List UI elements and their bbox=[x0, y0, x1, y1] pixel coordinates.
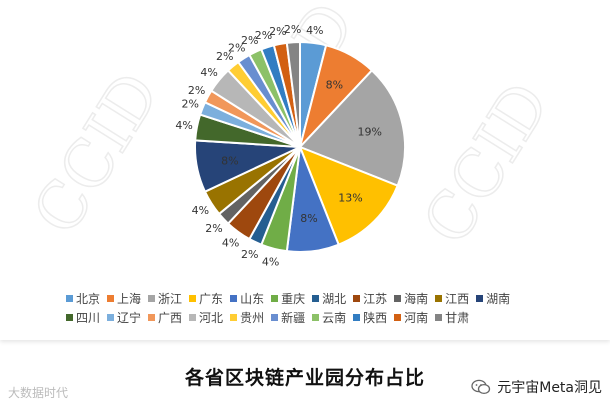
pie-chart: 4%8%19%13%8%4%2%4%2%4%8%4%2%2%4%2%2%2%2%… bbox=[175, 23, 406, 268]
legend-label-8: 海南 bbox=[404, 292, 429, 306]
footer-left-watermark: 大数据时代 bbox=[8, 386, 69, 400]
data-label-14: 4% bbox=[200, 66, 217, 79]
legend: 北京 上海 浙江 广东 山东 重庆 湖北 江苏 海南 江西 湖南四川 辽宁 广西 河北 贵州 新疆 云南 陕西 河南… bbox=[66, 290, 556, 328]
legend-swatch-9 bbox=[435, 295, 443, 302]
legend-swatch-0 bbox=[66, 295, 73, 302]
legend-swatch-1 bbox=[107, 295, 115, 302]
legend-label-10: 湖南 bbox=[486, 292, 511, 306]
legend-item-13: 广西 bbox=[148, 309, 182, 328]
legend-item-20: 甘肃 bbox=[435, 309, 469, 328]
pie-slice-20 bbox=[285, 40, 301, 148]
legend-label-2: 浙江 bbox=[158, 292, 183, 306]
legend-label-13: 广西 bbox=[158, 311, 183, 325]
legend-label-19: 河南 bbox=[404, 311, 429, 325]
legend-swatch-3 bbox=[189, 295, 197, 302]
data-label-1: 8% bbox=[326, 78, 343, 91]
data-label-17: 2% bbox=[241, 34, 258, 47]
legend-label-1: 上海 bbox=[117, 292, 142, 306]
legend-swatch-15 bbox=[230, 314, 238, 321]
data-label-0: 4% bbox=[306, 24, 323, 37]
legend-label-5: 重庆 bbox=[281, 292, 306, 306]
legend-label-3: 广东 bbox=[199, 292, 224, 306]
data-label-19: 2% bbox=[269, 25, 286, 38]
legend-item-2: 浙江 bbox=[148, 290, 182, 309]
legend-swatch-16 bbox=[271, 314, 279, 321]
legend-label-6: 湖北 bbox=[322, 292, 347, 306]
data-label-2: 19% bbox=[357, 125, 381, 138]
legend-item-11: 四川 bbox=[66, 309, 100, 328]
legend-item-9: 江西 bbox=[435, 290, 469, 309]
data-label-13: 2% bbox=[188, 84, 205, 97]
legend-item-7: 江苏 bbox=[353, 290, 387, 309]
legend-label-12: 辽宁 bbox=[117, 311, 142, 325]
pie-slice-3 bbox=[298, 145, 399, 246]
legend-swatch-13 bbox=[148, 314, 156, 321]
legend-item-4: 山东 bbox=[230, 290, 264, 309]
data-label-12: 2% bbox=[182, 98, 199, 111]
legend-swatch-8 bbox=[394, 295, 402, 302]
legend-item-8: 海南 bbox=[394, 290, 428, 309]
data-label-20: 2% bbox=[284, 23, 301, 36]
legend-swatch-6 bbox=[312, 295, 320, 302]
legend-item-1: 上海 bbox=[107, 290, 141, 309]
legend-item-15: 贵州 bbox=[230, 309, 264, 328]
legend-swatch-18 bbox=[353, 314, 361, 321]
legend-label-7: 江苏 bbox=[363, 292, 388, 306]
legend-label-9: 江西 bbox=[445, 292, 470, 306]
wechat-icon bbox=[471, 379, 491, 395]
data-label-10: 8% bbox=[221, 154, 238, 167]
chart-title: 各省区块链产业园分布占比 bbox=[184, 367, 425, 389]
data-label-7: 4% bbox=[222, 236, 239, 249]
legend-item-17: 云南 bbox=[312, 309, 346, 328]
legend-swatch-20 bbox=[435, 314, 443, 321]
legend-item-0: 北京 bbox=[66, 290, 100, 309]
data-label-6: 2% bbox=[241, 248, 258, 261]
legend-item-10: 湖南 bbox=[476, 290, 510, 309]
chart-area: CCIDCCIDCCID 4%8%19%13%8%4%2%4%2%4%8%4%2… bbox=[18, 0, 566, 328]
legend-item-16: 新疆 bbox=[271, 309, 305, 328]
legend-label-11: 四川 bbox=[76, 311, 101, 325]
data-label-15: 2% bbox=[216, 50, 233, 63]
legend-label-14: 河北 bbox=[199, 311, 224, 325]
legend-swatch-5 bbox=[271, 295, 279, 302]
legend-label-0: 北京 bbox=[76, 292, 101, 306]
legend-item-12: 辽宁 bbox=[107, 309, 141, 328]
legend-label-18: 陕西 bbox=[363, 311, 388, 325]
legend-label-15: 贵州 bbox=[240, 311, 265, 325]
legend-swatch-14 bbox=[189, 314, 197, 321]
legend-item-18: 陕西 bbox=[353, 309, 387, 328]
legend-swatch-10 bbox=[476, 295, 484, 302]
legend-item-19: 河南 bbox=[394, 309, 428, 328]
legend-label-20: 甘肃 bbox=[445, 311, 470, 325]
legend-swatch-19 bbox=[394, 314, 402, 321]
legend-swatch-17 bbox=[312, 314, 320, 321]
data-label-3: 13% bbox=[338, 191, 362, 204]
data-label-5: 4% bbox=[262, 255, 279, 268]
legend-label-17: 云南 bbox=[322, 311, 347, 325]
legend-item-6: 湖北 bbox=[312, 290, 346, 309]
legend-item-5: 重庆 bbox=[271, 290, 305, 309]
footer-source: 元宇宙Meta洞见 bbox=[471, 377, 602, 397]
data-label-18: 2% bbox=[255, 29, 272, 42]
data-label-16: 2% bbox=[228, 41, 245, 54]
legend-item-3: 广东 bbox=[189, 290, 223, 309]
legend-label-16: 新疆 bbox=[281, 311, 306, 325]
legend-swatch-4 bbox=[230, 295, 238, 302]
data-label-8: 2% bbox=[205, 222, 222, 235]
data-label-4: 8% bbox=[300, 212, 317, 225]
footer-source-text: 元宇宙Meta洞见 bbox=[497, 380, 602, 396]
legend-swatch-12 bbox=[107, 314, 115, 321]
data-label-9: 4% bbox=[192, 204, 209, 217]
legend-label-4: 山东 bbox=[240, 292, 265, 306]
legend-item-14: 河北 bbox=[189, 309, 223, 328]
legend-swatch-2 bbox=[148, 295, 156, 302]
legend-swatch-7 bbox=[353, 295, 361, 302]
data-label-11: 4% bbox=[175, 119, 192, 132]
legend-swatch-11 bbox=[66, 314, 73, 321]
